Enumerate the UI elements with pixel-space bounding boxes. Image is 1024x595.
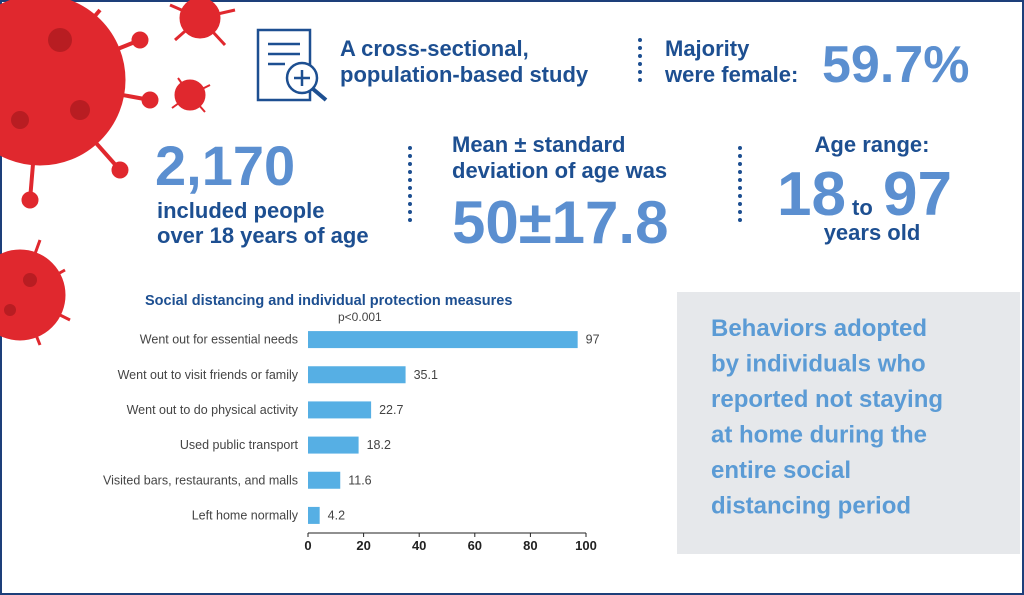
bar: [308, 401, 372, 419]
study-text: population-based study: [340, 62, 589, 87]
category-label: Visited bars, restaurants, and malls: [103, 473, 298, 487]
annotation: p<0.001: [338, 310, 382, 324]
age-joiner: to: [852, 195, 873, 220]
study-text: A cross-sectional,: [340, 36, 529, 61]
sample-value: 2,170: [155, 134, 295, 197]
virus-decoration: [0, 0, 236, 346]
bar: [308, 436, 359, 454]
chart-title: Social distancing and individual protect…: [145, 293, 512, 309]
age-max: 97: [883, 160, 952, 229]
sample-label: included people: [157, 198, 324, 223]
value-label: 22.7: [379, 403, 403, 417]
value-label: 4.2: [328, 508, 345, 522]
mean-label: deviation of age was: [452, 158, 667, 183]
panel-text: Behaviors adopted: [711, 315, 927, 342]
category-label: Left home normally: [192, 508, 299, 522]
bar: [308, 366, 406, 384]
age-min: 18: [777, 160, 846, 229]
female-value: 59.7%: [822, 36, 969, 94]
category-label: Used public transport: [180, 438, 299, 452]
bar: [308, 471, 341, 489]
value-label: 18.2: [367, 438, 391, 452]
bar: [308, 506, 320, 524]
panel: [677, 292, 1020, 554]
sample-label: over 18 years of age: [157, 223, 369, 248]
panel-text: reported not staying: [711, 386, 943, 413]
bar: [308, 331, 578, 349]
category-label: Went out to visit friends or family: [118, 368, 299, 382]
mean-value: 50±17.8: [452, 189, 668, 256]
female-label: were female:: [664, 62, 798, 87]
age-unit: years old: [824, 220, 921, 245]
age-label: Age range:: [815, 132, 930, 157]
category-label: Went out to do physical activity: [127, 403, 299, 417]
category-label: Went out for essential needs: [140, 333, 298, 347]
panel-text: at home during the: [711, 422, 927, 449]
value-label: 97: [586, 333, 600, 347]
x-tick-label: 100: [575, 538, 597, 553]
x-tick-label: 20: [356, 538, 370, 553]
value-label: 35.1: [414, 368, 438, 382]
study-icon: [256, 28, 328, 102]
panel-text: distancing period: [711, 493, 911, 520]
female-label: Majority: [665, 36, 750, 61]
x-tick-label: 80: [523, 538, 537, 553]
value-label: 11.6: [348, 473, 371, 487]
mean-label: Mean ± standard: [452, 132, 625, 157]
x-tick-label: 40: [412, 538, 426, 553]
panel-text: by individuals who: [711, 351, 926, 378]
x-tick-label: 0: [304, 538, 311, 553]
panel-text: entire social: [711, 457, 851, 484]
x-tick-label: 60: [468, 538, 482, 553]
